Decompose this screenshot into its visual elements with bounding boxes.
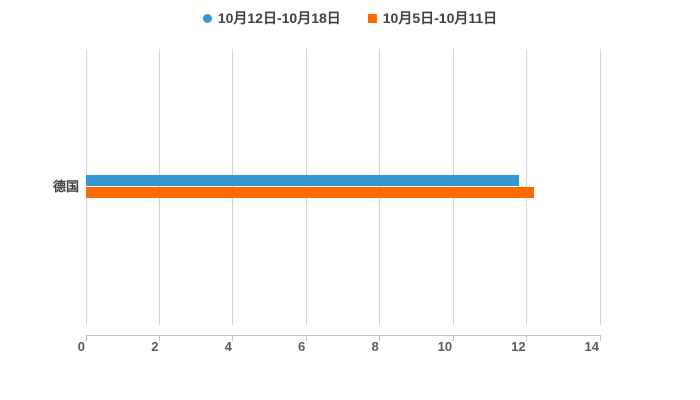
x-axis-tick-label: 4 [224, 339, 232, 354]
x-gridline [599, 49, 601, 325]
x-axis-tick-label: 6 [298, 339, 306, 354]
bar-10月5日-10月11日[interactable] [86, 187, 534, 198]
circle-marker-icon [202, 13, 212, 23]
x-axis-tick [379, 335, 381, 341]
x-axis-tick-label: 2 [151, 339, 159, 354]
x-axis-tick-label: 10 [437, 339, 453, 354]
x-axis-tick [158, 335, 160, 341]
x-axis-tick [305, 335, 307, 341]
x-axis-tick [599, 335, 601, 341]
x-axis-tick-label: 8 [371, 339, 379, 354]
x-axis-tick [85, 335, 87, 341]
bar-10月12日-10月18日[interactable] [86, 175, 520, 186]
x-axis-line [86, 335, 601, 336]
y-axis-category-label: 德国 [52, 179, 79, 194]
x-axis-tick-label: 12 [511, 339, 526, 354]
legend: 10月12日-10月18日 10月5日-10月11日 [0, 8, 700, 28]
x-axis-tick-label: 14 [584, 339, 599, 354]
x-axis-tick [526, 335, 528, 341]
x-axis-tick [452, 335, 454, 341]
legend-item-week-oct5-11[interactable]: 10月5日-10月11日 [367, 9, 498, 27]
square-marker-icon [367, 13, 377, 23]
legend-label: 10月5日-10月11日 [382, 10, 498, 26]
x-axis-tick [232, 335, 234, 341]
x-axis-tick-label: 0 [77, 339, 85, 354]
legend-label: 10月12日-10月18日 [217, 10, 341, 26]
legend-item-week-oct12-18[interactable]: 10月12日-10月18日 [202, 9, 341, 27]
